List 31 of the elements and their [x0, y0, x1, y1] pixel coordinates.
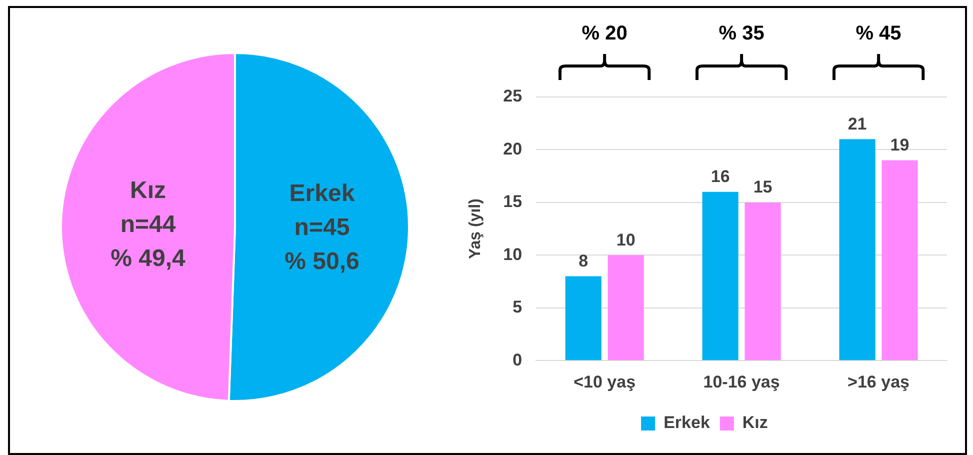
x-tick-label: >16 yaş [848, 372, 910, 392]
legend-label: Kız [742, 413, 768, 432]
data-label: 21 [848, 114, 867, 134]
data-label: 15 [753, 178, 772, 197]
bar [565, 276, 602, 360]
data-label: 10 [616, 230, 636, 250]
data-label: 16 [710, 167, 730, 186]
y-axis-title: Yaş (yıl) [467, 198, 484, 260]
slice-label: Kız [130, 177, 166, 204]
data-label: 19 [890, 135, 910, 154]
text: % 20 [582, 22, 628, 45]
bar [608, 255, 644, 360]
y-tick-label: 25 [503, 86, 522, 106]
x-tick-label: 10-16 yaş [703, 372, 780, 392]
y-tick-label: 20 [503, 139, 522, 158]
bar [882, 160, 918, 360]
bar [839, 139, 876, 360]
x-tick-label: <10 yaş [574, 372, 636, 392]
y-tick-label: 5 [512, 298, 522, 317]
y-tick-label: 0 [512, 350, 522, 370]
text: % 35 [718, 22, 764, 45]
data-label: 8 [578, 251, 588, 270]
text: % 45 [856, 22, 902, 45]
legend-label: Erkek [664, 413, 710, 432]
slice-label: Erkek [289, 180, 356, 208]
bar [702, 192, 738, 360]
data-label: n=44 % 49,4 [110, 211, 186, 272]
y-tick-label: 15 [503, 192, 522, 212]
y-tick-label: 10 [503, 244, 522, 264]
bar [744, 202, 781, 360]
data-label: n=45 % 50,6 [284, 214, 360, 276]
